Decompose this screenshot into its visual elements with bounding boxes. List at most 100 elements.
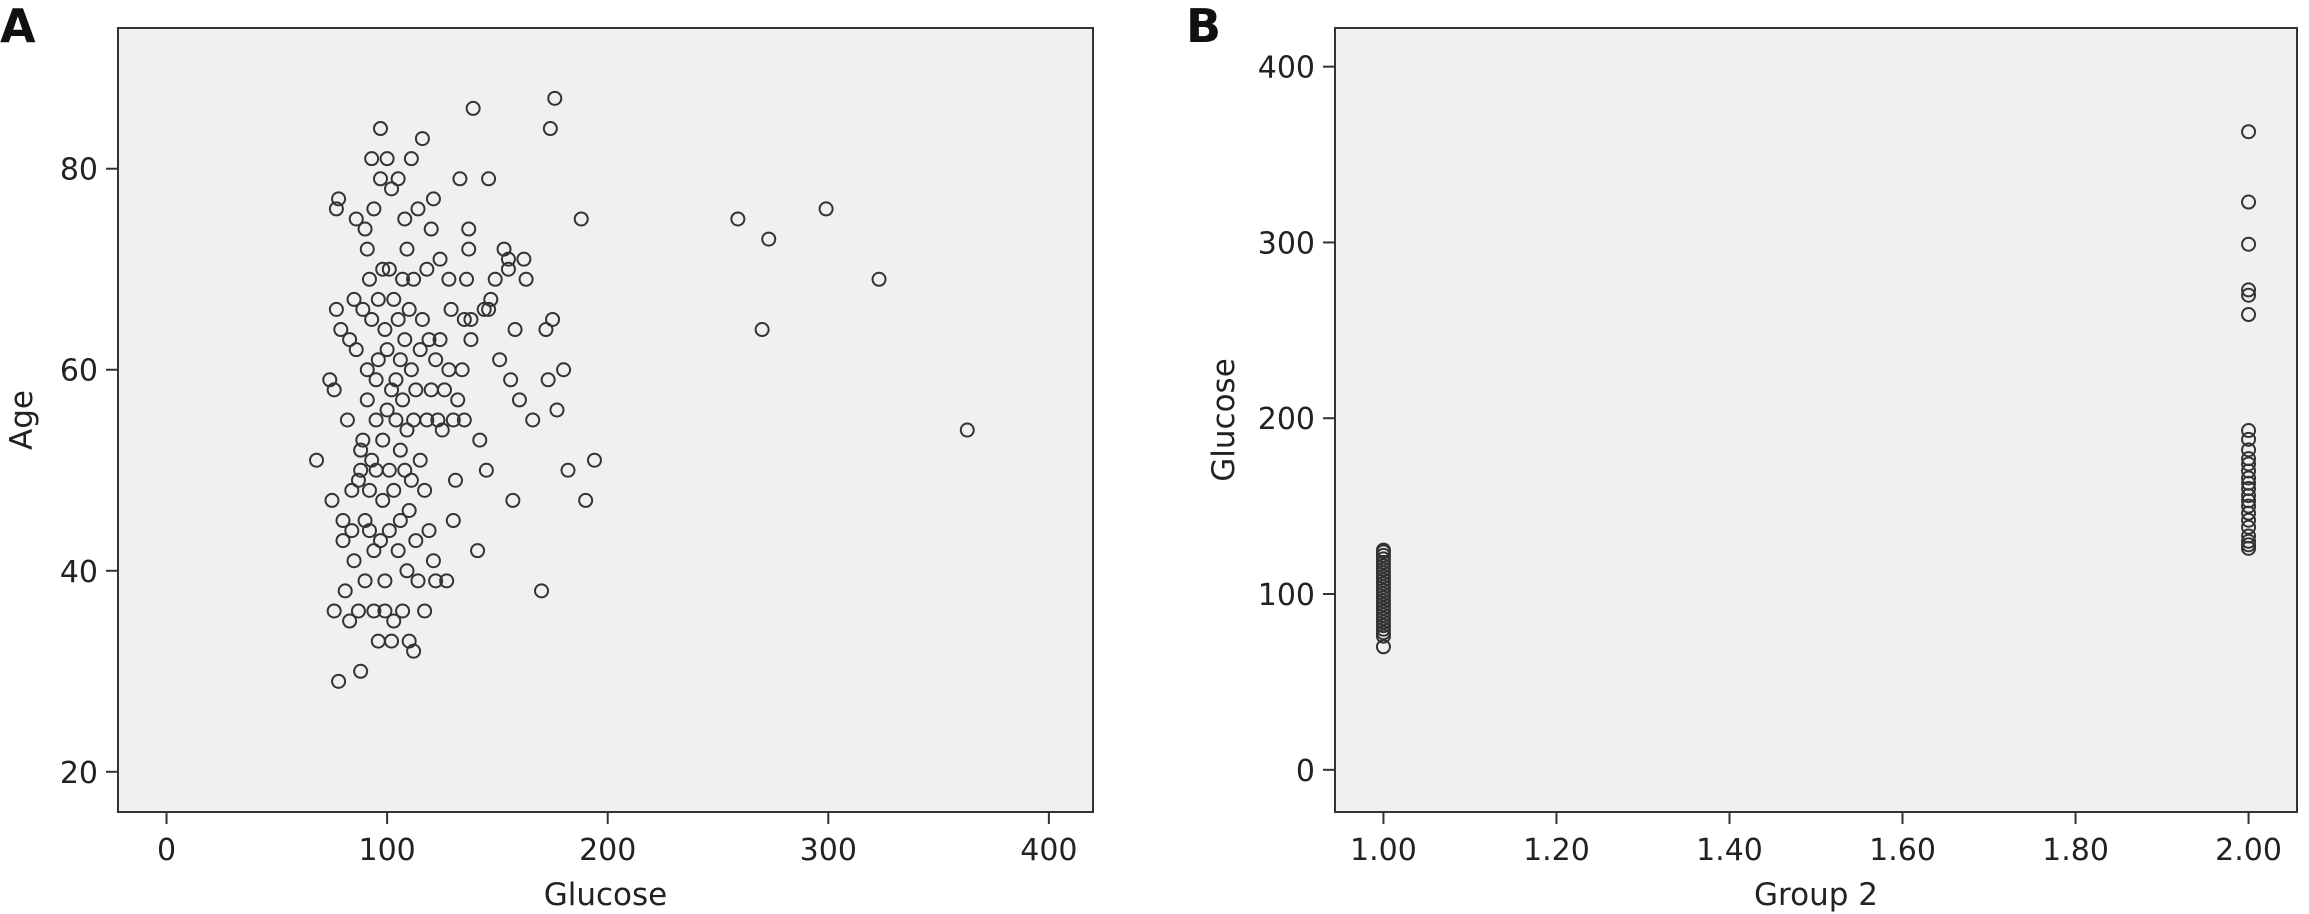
y-tick-label: 100	[1258, 578, 1315, 613]
data-point	[545, 311, 561, 327]
y-tick-label: 40	[60, 555, 98, 590]
data-point	[359, 241, 375, 257]
data-point	[754, 322, 770, 338]
data-point	[959, 422, 975, 438]
data-point	[377, 322, 393, 338]
data-point	[403, 362, 419, 378]
x-tick-label: 100	[358, 833, 415, 868]
data-point	[368, 372, 384, 388]
data-point	[461, 241, 477, 257]
data-point	[357, 573, 373, 589]
data-point	[425, 191, 441, 207]
plot-area	[1334, 27, 2298, 813]
plot-area	[117, 27, 1094, 813]
data-point	[445, 412, 461, 428]
data-point	[481, 301, 497, 317]
data-point	[331, 191, 347, 207]
data-point	[375, 492, 391, 508]
data-point	[573, 211, 589, 227]
y-tick-label: 200	[1258, 402, 1315, 437]
data-point	[326, 382, 342, 398]
x-tick-label: 1.40	[1696, 833, 1763, 868]
x-tick-label: 2.00	[2215, 833, 2282, 868]
data-point	[368, 412, 384, 428]
y-tick-label: 400	[1258, 51, 1315, 86]
data-point	[525, 412, 541, 428]
data-point	[456, 412, 472, 428]
data-point	[397, 332, 413, 348]
data-point	[361, 271, 377, 287]
data-point	[423, 221, 439, 237]
data-point	[492, 352, 508, 368]
data-point	[445, 513, 461, 529]
data-point	[417, 482, 433, 498]
data-point	[412, 452, 428, 468]
data-point	[388, 412, 404, 428]
data-point	[399, 563, 415, 579]
data-point	[408, 382, 424, 398]
data-point	[373, 171, 388, 187]
data-point	[335, 513, 351, 529]
data-point	[379, 151, 395, 167]
data-point	[1375, 542, 1391, 558]
data-point	[500, 251, 516, 267]
y-axis-title: Age	[4, 390, 40, 450]
data-point	[384, 181, 400, 197]
data-point	[346, 291, 362, 307]
data-point	[421, 523, 437, 539]
data-point	[366, 543, 382, 559]
data-point	[456, 311, 472, 327]
y-tick-label: 0	[1296, 754, 1315, 789]
data-point	[370, 352, 386, 368]
x-tick-label: 200	[579, 833, 636, 868]
data-point	[2241, 481, 2257, 497]
data-point	[2241, 442, 2257, 458]
data-point	[403, 151, 419, 167]
data-point	[2241, 519, 2257, 535]
data-point	[487, 271, 503, 287]
data-point	[2241, 423, 2257, 439]
data-point	[578, 492, 594, 508]
data-point	[2241, 456, 2257, 472]
data-point	[353, 663, 369, 679]
data-point	[432, 251, 448, 267]
data-point	[2241, 236, 2257, 252]
data-point	[586, 452, 602, 468]
data-point	[2241, 533, 2257, 549]
data-point	[481, 171, 497, 187]
chart-panel-a: A 0 100 200 300 400 20 40 60 80 Glucose Age	[0, 0, 1094, 913]
data-point	[350, 603, 366, 619]
data-point	[560, 462, 576, 478]
data-point	[386, 613, 402, 629]
panel-label: A	[0, 0, 36, 53]
y-axis-title: Glucose	[1206, 358, 1242, 482]
data-point	[390, 171, 406, 187]
data-point	[344, 523, 360, 539]
data-point	[377, 603, 393, 619]
data-point	[348, 342, 364, 358]
data-point	[395, 392, 411, 408]
data-point	[406, 271, 422, 287]
data-point	[399, 241, 415, 257]
data-point	[373, 121, 388, 137]
x-tick-label: 400	[1020, 833, 1077, 868]
data-point	[483, 291, 499, 307]
data-point	[414, 311, 430, 327]
data-point	[379, 402, 395, 418]
panel-label: B	[1186, 0, 1221, 53]
data-point	[333, 322, 349, 338]
data-point	[364, 311, 380, 327]
x-axis-title: Glucose	[544, 877, 668, 913]
data-point	[761, 231, 777, 247]
data-point	[377, 573, 393, 589]
data-point	[399, 422, 415, 438]
data-point	[361, 482, 377, 498]
data-point	[472, 432, 488, 448]
data-point	[375, 261, 391, 277]
data-point	[309, 452, 325, 468]
data-point	[439, 573, 455, 589]
chart-panel-b: B 1.00 1.20 1.40 1.60 1.80 2.00 0 100 200 300 400 Gr…	[1186, 0, 2298, 913]
data-point	[342, 332, 358, 348]
data-point	[443, 301, 459, 317]
